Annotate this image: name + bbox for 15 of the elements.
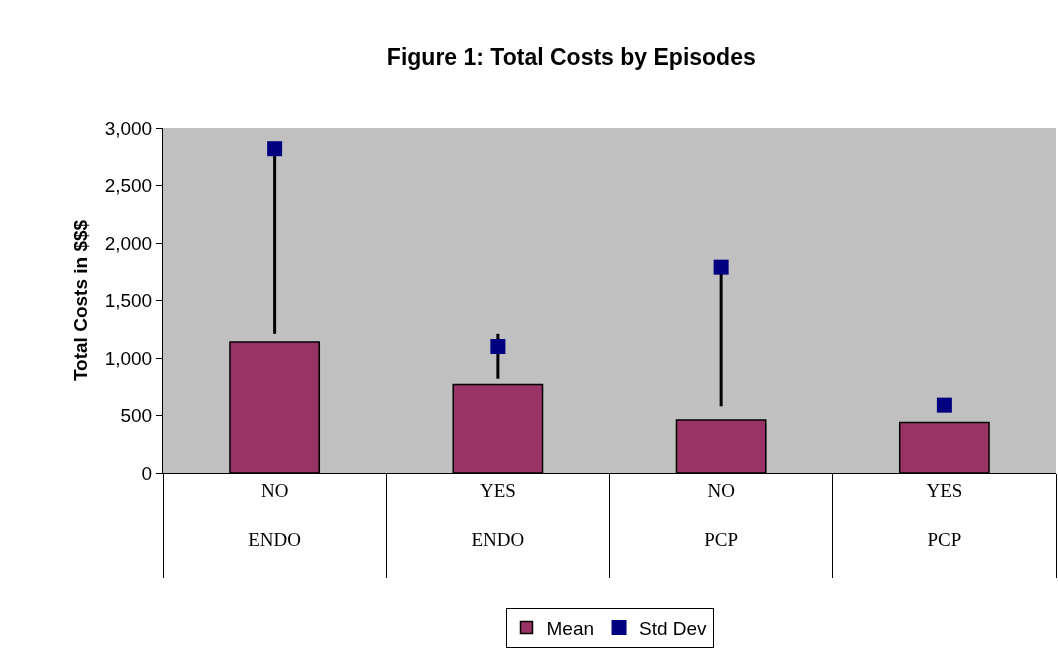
y-tick-label: 1,500 (104, 290, 153, 312)
y-tick-label: 500 (120, 405, 153, 427)
legend-label: Mean (546, 617, 595, 639)
legend-label: Std Dev (639, 617, 708, 639)
category-label: YES ENDO (471, 479, 525, 551)
y-tick-label: 3,000 (104, 117, 153, 139)
category-label: YES PCP (926, 479, 963, 551)
chart-title: Figure 1: Total Costs by Episodes (386, 43, 756, 70)
y-tick-label: 2,500 (104, 175, 153, 197)
y-axis-title: Total Costs in $$$ (69, 219, 91, 382)
y-tick-label: 2,000 (104, 232, 153, 254)
category-label: NO PCP (704, 479, 739, 551)
y-tick-label: 0 (141, 462, 153, 484)
y-tick-label: 1,000 (104, 347, 153, 369)
category-label: NO ENDO (248, 479, 302, 551)
